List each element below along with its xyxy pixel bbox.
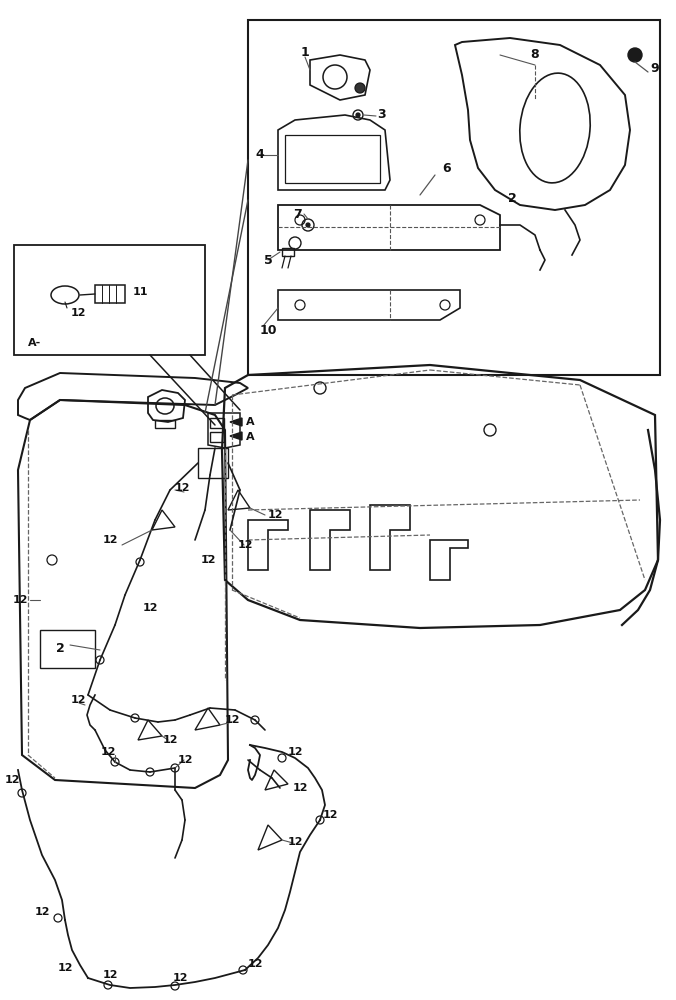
Text: 12: 12 <box>4 775 20 785</box>
Text: 12: 12 <box>287 747 303 757</box>
Text: 12: 12 <box>267 510 283 520</box>
Bar <box>14 245 205 355</box>
Text: 2: 2 <box>55 642 64 654</box>
Text: 8: 8 <box>531 48 539 62</box>
Bar <box>198 448 228 478</box>
Text: 12: 12 <box>70 308 86 318</box>
Text: 7: 7 <box>293 208 302 221</box>
Bar <box>210 418 224 428</box>
Text: 9: 9 <box>651 62 659 75</box>
Text: 12: 12 <box>102 535 118 545</box>
Text: 12: 12 <box>177 755 193 765</box>
Text: 12: 12 <box>287 837 303 847</box>
Bar <box>40 630 95 668</box>
Text: 12: 12 <box>34 907 50 917</box>
Text: 10: 10 <box>260 324 276 336</box>
Text: 1: 1 <box>301 45 310 58</box>
Text: A: A <box>245 417 254 427</box>
Bar <box>282 248 294 256</box>
Text: 3: 3 <box>378 108 386 121</box>
Circle shape <box>355 83 365 93</box>
Text: 12: 12 <box>224 715 240 725</box>
Circle shape <box>628 48 642 62</box>
Text: 12: 12 <box>162 735 178 745</box>
Bar <box>210 432 224 442</box>
Text: 12: 12 <box>172 973 188 983</box>
Text: 12: 12 <box>174 483 190 493</box>
Polygon shape <box>230 418 242 426</box>
Bar <box>285 135 380 183</box>
Polygon shape <box>230 432 242 440</box>
Circle shape <box>356 113 360 117</box>
Text: 2: 2 <box>508 192 516 205</box>
Text: A-: A- <box>28 338 42 348</box>
Text: 11: 11 <box>132 287 148 297</box>
Text: 12: 12 <box>102 970 118 980</box>
Text: 12: 12 <box>322 810 338 820</box>
Bar <box>155 420 175 428</box>
Text: 12: 12 <box>247 959 263 969</box>
Text: 12: 12 <box>12 595 28 605</box>
Bar <box>248 20 660 375</box>
Text: A: A <box>245 432 254 442</box>
Text: 5: 5 <box>264 253 272 266</box>
Text: 12: 12 <box>237 540 253 550</box>
Text: 12: 12 <box>70 695 86 705</box>
Text: 12: 12 <box>142 603 158 613</box>
Text: 4: 4 <box>256 148 264 161</box>
Text: 12: 12 <box>292 783 308 793</box>
Text: 12: 12 <box>200 555 216 565</box>
Text: 12: 12 <box>100 747 116 757</box>
Text: 6: 6 <box>443 161 452 174</box>
Bar <box>95 285 125 303</box>
Text: 12: 12 <box>57 963 73 973</box>
Circle shape <box>306 223 310 227</box>
